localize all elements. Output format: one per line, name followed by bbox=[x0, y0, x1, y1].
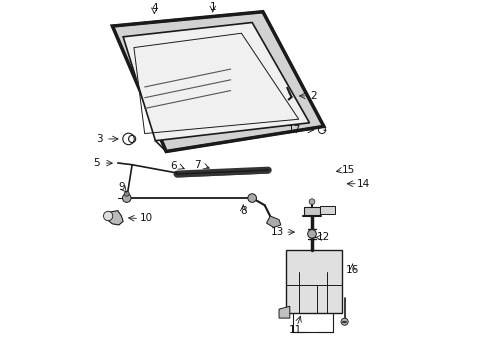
Text: 16: 16 bbox=[346, 265, 359, 275]
Text: 10: 10 bbox=[140, 213, 153, 224]
Circle shape bbox=[122, 194, 131, 202]
Polygon shape bbox=[286, 250, 342, 313]
Polygon shape bbox=[105, 211, 123, 225]
Text: 14: 14 bbox=[357, 179, 370, 189]
Circle shape bbox=[309, 199, 315, 204]
Circle shape bbox=[341, 318, 348, 325]
Text: 3: 3 bbox=[97, 134, 103, 144]
Polygon shape bbox=[304, 207, 320, 215]
Text: 12: 12 bbox=[317, 233, 330, 243]
Text: 5: 5 bbox=[93, 158, 99, 168]
Text: 17: 17 bbox=[288, 125, 301, 135]
Text: 4: 4 bbox=[151, 3, 158, 13]
Polygon shape bbox=[267, 216, 281, 228]
Text: 6: 6 bbox=[170, 161, 177, 171]
Polygon shape bbox=[123, 22, 310, 141]
Text: 9: 9 bbox=[118, 182, 124, 192]
Circle shape bbox=[248, 194, 256, 202]
Text: 15: 15 bbox=[343, 165, 356, 175]
Circle shape bbox=[124, 191, 129, 196]
Polygon shape bbox=[279, 306, 290, 318]
Text: 11: 11 bbox=[289, 325, 302, 334]
Text: 13: 13 bbox=[270, 227, 284, 237]
Text: 1: 1 bbox=[209, 2, 216, 12]
Circle shape bbox=[308, 230, 317, 238]
Text: 8: 8 bbox=[240, 206, 246, 216]
Polygon shape bbox=[112, 12, 324, 152]
Text: 2: 2 bbox=[310, 91, 317, 101]
Circle shape bbox=[103, 211, 113, 221]
Polygon shape bbox=[320, 206, 335, 214]
Text: 7: 7 bbox=[195, 160, 201, 170]
